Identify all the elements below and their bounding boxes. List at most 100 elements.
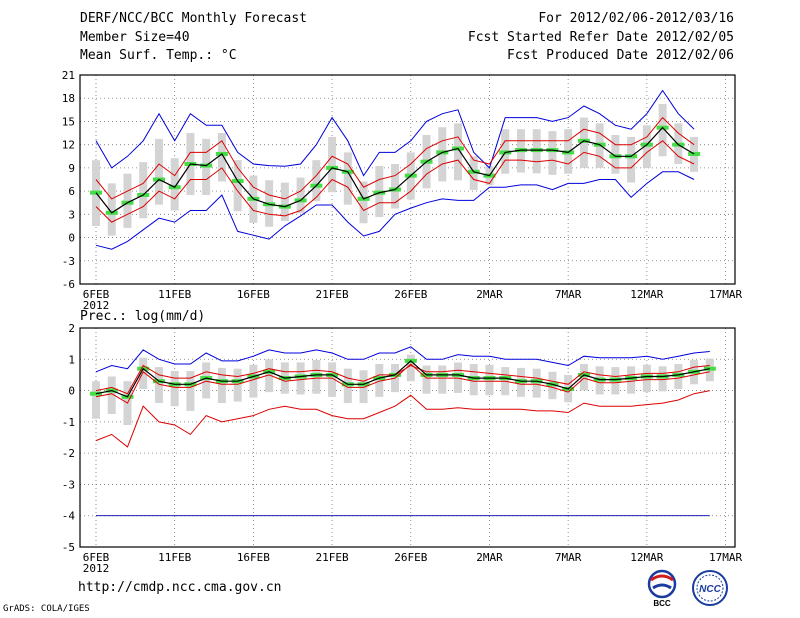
- spread-box: [658, 366, 667, 392]
- spread-box: [627, 136, 636, 183]
- y-tick-label: 1: [68, 353, 75, 366]
- spread-box: [92, 381, 100, 419]
- spread-box: [107, 183, 116, 236]
- mean-line: [95, 126, 695, 214]
- y-tick-label: -5: [62, 541, 75, 554]
- spread-box: [154, 138, 163, 205]
- forecast-period: For 2012/02/06-2012/03/16: [538, 11, 734, 26]
- spread-box: [280, 182, 289, 221]
- min-line: [95, 390, 710, 448]
- spread-box: [186, 371, 195, 411]
- spread-box: [328, 362, 337, 397]
- y-tick-label: -3: [62, 478, 75, 491]
- y-tick-label: -6: [62, 278, 75, 291]
- spread-box: [328, 136, 337, 193]
- y-tick-label: 12: [62, 139, 75, 152]
- x-tick-label: 12MAR: [630, 551, 663, 564]
- median-marker: [90, 190, 102, 195]
- bcc-logo-text: BCC: [653, 599, 671, 608]
- plot-frame: [79, 327, 736, 548]
- chart-title: DERF/NCC/BCC Monthly Forecast: [80, 11, 307, 26]
- spread-box: [375, 363, 384, 397]
- bcc-logo: BCC: [647, 569, 677, 608]
- spread-box: [217, 367, 226, 404]
- member-size: Member Size=40: [80, 30, 190, 45]
- y-tick-label: 9: [68, 162, 75, 175]
- x-tick-label: 17MAR: [709, 288, 742, 301]
- spread-box: [359, 181, 368, 224]
- source-url[interactable]: http://cmdp.ncc.cma.gov.cn: [78, 580, 282, 595]
- temperature-panel: -6 -3 0 3 6 9 12 15 18 21 6FEB 11FEB 16FEB 21FEB 26FEB…: [62, 69, 743, 312]
- spread-box: [548, 131, 557, 175]
- y-tick-label: 21: [62, 69, 75, 82]
- x-tick-label: 7MAR: [555, 551, 582, 564]
- spread-box: [170, 158, 179, 211]
- plot-frame: [79, 74, 736, 285]
- y-tick-label: -1: [62, 416, 75, 429]
- x-tick-label: 26FEB: [394, 288, 427, 301]
- y-tick-label: 6: [68, 185, 75, 198]
- fcst-started-date: Fcst Started Refer Date 2012/02/05: [467, 30, 734, 45]
- max-line: [95, 346, 710, 373]
- x-year-label: 2012: [83, 299, 110, 312]
- spread-box: [296, 177, 305, 214]
- median-marker: [703, 366, 716, 371]
- lower-line: [95, 140, 695, 223]
- spread-box: [359, 370, 368, 404]
- max-line: [95, 89, 695, 177]
- x-tick-label: 2MAR: [476, 551, 503, 564]
- spread-box: [453, 123, 462, 181]
- x-tick-label: 2MAR: [476, 288, 503, 301]
- spread-box: [391, 164, 400, 209]
- x-tick-label: 12MAR: [630, 288, 663, 301]
- spread-box: [343, 152, 352, 205]
- x-tick-label: 11FEB: [158, 288, 191, 301]
- y-tick-label: 15: [62, 115, 75, 128]
- y-tick-label: 0: [68, 385, 75, 398]
- y-tick-label: 0: [68, 232, 75, 245]
- x-tick-label: 16FEB: [237, 288, 270, 301]
- spread-box: [438, 365, 447, 394]
- y-tick-label: 18: [62, 92, 75, 105]
- spread-box: [579, 363, 588, 391]
- spread-box: [312, 160, 321, 202]
- spread-box: [154, 367, 163, 404]
- spread-box: [202, 362, 211, 399]
- spread-box: [139, 357, 148, 390]
- spread-box: [233, 368, 242, 402]
- y-tick-label: 3: [68, 208, 75, 221]
- grads-credit: GrADS: COLA/IGES: [3, 604, 90, 614]
- spread-box: [107, 376, 116, 415]
- spread-box: [217, 133, 226, 182]
- ncc-logo-text: NCC: [699, 584, 721, 595]
- x-tick-label: 7MAR: [555, 288, 582, 301]
- x-tick-label: 6FEB: [83, 551, 110, 564]
- min-line: [95, 171, 695, 250]
- upper-line: [95, 116, 695, 200]
- y-tick-label: -3: [62, 255, 75, 268]
- spread-box: [233, 160, 242, 212]
- spread-box: [249, 364, 258, 398]
- x-tick-label: 6FEB: [83, 288, 110, 301]
- panel-title: Prec.: log(mm/d): [80, 309, 205, 324]
- x-tick-label: 16FEB: [237, 551, 270, 564]
- y-tick-label: 2: [68, 322, 75, 335]
- variable-label: Mean Surf. Temp.: °C: [80, 48, 237, 63]
- upper-line: [95, 364, 710, 395]
- x-tick-label: 21FEB: [316, 288, 349, 301]
- spread-box: [422, 365, 431, 394]
- spread-box: [658, 104, 667, 157]
- y-tick-label: -2: [62, 447, 75, 460]
- spread-box: [170, 371, 179, 407]
- mean-line: [95, 360, 710, 398]
- spread-box: [265, 359, 274, 393]
- lower-line: [95, 363, 710, 404]
- spread-box: [139, 162, 148, 219]
- x-tick-label: 26FEB: [394, 551, 427, 564]
- ncc-logo: NCC: [692, 570, 728, 606]
- x-tick-label: 17MAR: [709, 551, 742, 564]
- x-year-label: 2012: [83, 562, 110, 575]
- fcst-produced-date: Fcst Produced Date 2012/02/06: [507, 48, 734, 63]
